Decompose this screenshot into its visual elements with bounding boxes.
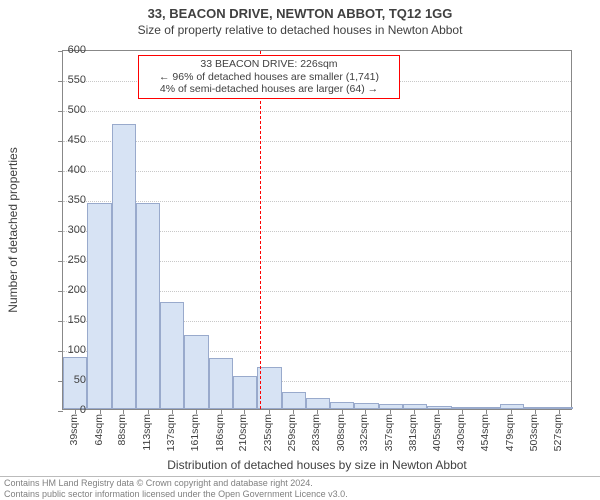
xtick-label: 283sqm xyxy=(310,414,322,451)
footer: Contains HM Land Registry data © Crown c… xyxy=(0,476,600,500)
histogram-bar xyxy=(403,404,427,409)
xtick-label: 161sqm xyxy=(189,414,201,451)
chart-container: 33, BEACON DRIVE, NEWTON ABBOT, TQ12 1GG… xyxy=(0,0,600,500)
histogram-bar xyxy=(233,376,257,409)
x-axis-label: Distribution of detached houses by size … xyxy=(62,458,572,472)
ytick-label: 150 xyxy=(46,314,86,326)
histogram-bar xyxy=(136,203,160,409)
histogram-bar xyxy=(209,358,233,409)
ytick-label: 450 xyxy=(46,134,86,146)
ytick-label: 550 xyxy=(46,74,86,86)
ytick-label: 400 xyxy=(46,164,86,176)
histogram-bar xyxy=(427,406,451,409)
xtick-label: 527sqm xyxy=(552,414,564,451)
plot-area: 33 BEACON DRIVE: 226sqm← 96% of detached… xyxy=(62,50,572,410)
histogram-bar xyxy=(330,402,354,409)
xtick-label: 64sqm xyxy=(93,414,105,446)
histogram-bar xyxy=(476,407,500,409)
histogram-bar xyxy=(500,404,524,409)
plot-box: 33 BEACON DRIVE: 226sqm← 96% of detached… xyxy=(62,50,572,410)
annotation-line: ← 96% of detached houses are smaller (1,… xyxy=(143,71,395,84)
gridline xyxy=(63,111,571,112)
xtick-label: 210sqm xyxy=(237,414,249,451)
histogram-bar xyxy=(87,203,111,409)
histogram-bar xyxy=(112,124,136,409)
xtick-label: 137sqm xyxy=(165,414,177,451)
histogram-bar xyxy=(184,335,208,409)
ytick-label: 300 xyxy=(46,224,86,236)
histogram-bar xyxy=(160,302,184,409)
gridline xyxy=(63,171,571,172)
xtick-label: 381sqm xyxy=(407,414,419,451)
footer-line-1: Contains HM Land Registry data © Crown c… xyxy=(4,478,600,488)
xtick-label: 357sqm xyxy=(383,414,395,451)
xtick-label: 503sqm xyxy=(528,414,540,451)
annotation-line: 4% of semi-detached houses are larger (6… xyxy=(143,83,395,96)
ytick-label: 350 xyxy=(46,194,86,206)
xtick-label: 88sqm xyxy=(116,414,128,446)
gridline xyxy=(63,201,571,202)
ytick-label: 50 xyxy=(46,374,86,386)
annotation-line: 33 BEACON DRIVE: 226sqm xyxy=(143,58,395,71)
y-axis-label: Number of detached properties xyxy=(6,147,20,312)
xtick-label: 479sqm xyxy=(504,414,516,451)
histogram-bar xyxy=(549,407,573,409)
xtick-label: 430sqm xyxy=(455,414,467,451)
xtick-label: 332sqm xyxy=(358,414,370,451)
footer-line-2: Contains public sector information licen… xyxy=(4,489,600,499)
xtick-label: 186sqm xyxy=(214,414,226,451)
reference-line xyxy=(260,51,261,409)
xtick-label: 259sqm xyxy=(286,414,298,451)
ytick-label: 250 xyxy=(46,254,86,266)
histogram-bar xyxy=(524,407,548,409)
xtick-label: 235sqm xyxy=(262,414,274,451)
xtick-label: 113sqm xyxy=(141,414,153,451)
histogram-bar xyxy=(354,403,378,409)
ytick-label: 600 xyxy=(46,44,86,56)
chart-subtitle: Size of property relative to detached ho… xyxy=(0,21,600,37)
gridline xyxy=(63,141,571,142)
ytick-label: 0 xyxy=(46,404,86,416)
annotation-box: 33 BEACON DRIVE: 226sqm← 96% of detached… xyxy=(138,55,400,99)
histogram-bar xyxy=(306,398,330,409)
histogram-bar xyxy=(452,407,476,409)
ytick-label: 200 xyxy=(46,284,86,296)
xtick-label: 39sqm xyxy=(68,414,80,446)
xtick-label: 405sqm xyxy=(431,414,443,451)
chart-title: 33, BEACON DRIVE, NEWTON ABBOT, TQ12 1GG xyxy=(0,0,600,21)
xtick-label: 454sqm xyxy=(479,414,491,451)
ytick-label: 100 xyxy=(46,344,86,356)
ytick-label: 500 xyxy=(46,104,86,116)
xtick-label: 308sqm xyxy=(335,414,347,451)
histogram-bar xyxy=(282,392,306,409)
